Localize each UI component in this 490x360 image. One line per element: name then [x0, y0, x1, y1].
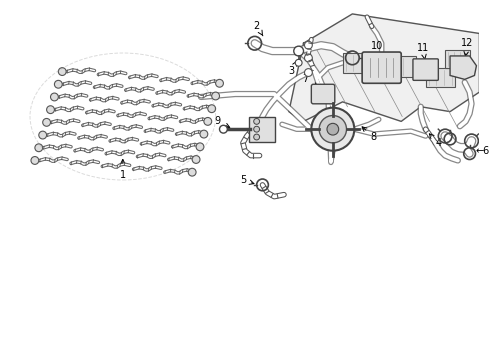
Circle shape	[254, 134, 260, 140]
Circle shape	[304, 69, 312, 76]
Bar	[445, 50, 469, 68]
Circle shape	[43, 118, 50, 126]
Circle shape	[31, 157, 39, 165]
Text: 2: 2	[253, 21, 263, 36]
FancyBboxPatch shape	[311, 84, 335, 104]
Polygon shape	[450, 56, 476, 80]
FancyBboxPatch shape	[362, 52, 401, 83]
Text: 8: 8	[362, 127, 377, 142]
Text: 12: 12	[462, 38, 474, 56]
Text: ←6: ←6	[475, 146, 490, 156]
Circle shape	[216, 80, 223, 87]
Circle shape	[35, 144, 43, 152]
Circle shape	[204, 117, 212, 125]
Polygon shape	[289, 14, 479, 121]
Bar	[343, 53, 372, 73]
Circle shape	[212, 92, 220, 100]
Circle shape	[196, 143, 204, 151]
Circle shape	[319, 116, 346, 143]
Circle shape	[47, 106, 54, 113]
Circle shape	[304, 41, 312, 49]
Circle shape	[39, 131, 47, 139]
Text: 1: 1	[120, 159, 126, 180]
Circle shape	[208, 105, 216, 113]
Circle shape	[254, 118, 260, 124]
Circle shape	[200, 130, 208, 138]
Text: 3: 3	[289, 60, 297, 76]
Circle shape	[54, 80, 62, 88]
Circle shape	[295, 59, 302, 66]
Bar	[426, 68, 455, 87]
Circle shape	[294, 46, 303, 56]
Circle shape	[220, 125, 227, 133]
Circle shape	[311, 108, 354, 151]
Text: 5: 5	[240, 175, 254, 185]
Text: 7: 7	[302, 75, 318, 87]
Circle shape	[327, 123, 339, 135]
Circle shape	[58, 68, 66, 76]
Circle shape	[50, 93, 58, 101]
Circle shape	[188, 168, 196, 176]
FancyBboxPatch shape	[249, 117, 275, 142]
Text: 4: 4	[429, 134, 441, 148]
FancyBboxPatch shape	[413, 59, 439, 80]
Circle shape	[192, 156, 200, 163]
Text: 11: 11	[416, 43, 429, 59]
Text: 9: 9	[215, 116, 230, 127]
Circle shape	[304, 54, 312, 62]
Bar	[382, 56, 416, 77]
Circle shape	[254, 126, 260, 132]
Text: 10: 10	[370, 41, 383, 59]
